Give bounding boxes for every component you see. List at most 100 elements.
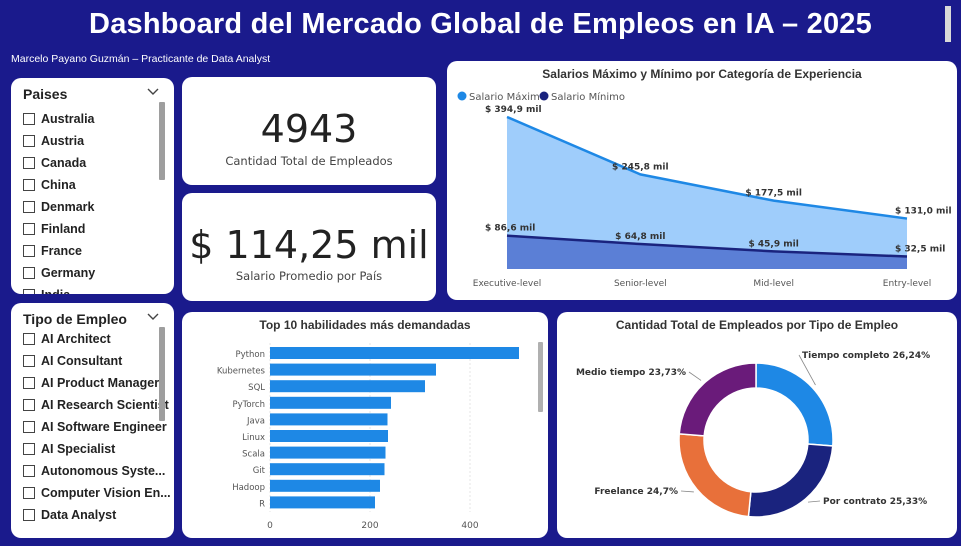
- slicer-item-label: Finland: [41, 222, 86, 236]
- max-salary-line: [506, 115, 908, 220]
- slicer-item-label: China: [41, 178, 76, 192]
- skill-bar[interactable]: [270, 496, 375, 509]
- slicer-item-label: France: [41, 244, 82, 258]
- skill-bar[interactable]: [270, 380, 425, 393]
- category-label: Kubernetes: [217, 367, 266, 377]
- checkbox[interactable]: [23, 399, 35, 411]
- author-subtitle: Marcelo Payano Guzmán – Practicante de D…: [11, 53, 271, 65]
- category-label: Python: [236, 350, 265, 360]
- donut-slice[interactable]: [747, 443, 834, 518]
- checkbox[interactable]: [23, 289, 35, 294]
- donut-slice[interactable]: [755, 362, 834, 447]
- min-salary-area: [507, 235, 907, 269]
- slicer-item[interactable]: China: [23, 174, 95, 196]
- slicer-item[interactable]: Finland: [23, 218, 95, 240]
- skill-bar[interactable]: [270, 479, 380, 492]
- chart-legend: Salario Máximo Salario Mínimo: [457, 91, 625, 103]
- checkbox[interactable]: [23, 113, 35, 125]
- checkbox[interactable]: [23, 333, 35, 345]
- category-label: Git: [253, 466, 266, 476]
- salary-area-chart: Salario Máximo Salario Mínimo $ 394,9 mil $…: [457, 91, 952, 289]
- leader-line: [688, 371, 702, 381]
- employment-scrollbar[interactable]: [159, 327, 165, 421]
- checkbox[interactable]: [23, 201, 35, 213]
- checkbox[interactable]: [23, 355, 35, 367]
- slicer-item[interactable]: AI Consultant: [23, 350, 171, 372]
- slicer-item-label: India: [41, 288, 70, 294]
- data-label: $ 245,8 mil: [612, 162, 669, 172]
- slicer-item[interactable]: Denmark: [23, 196, 95, 218]
- slicer-item-label: AI Specialist: [41, 442, 116, 456]
- salary-area-chart-card: Salarios Máximo y Mínimo por Categoría d…: [447, 61, 957, 300]
- skill-bar[interactable]: [270, 413, 388, 426]
- skills-chart-scrollbar[interactable]: [538, 342, 543, 412]
- slicer-item[interactable]: Data Analyst: [23, 504, 171, 526]
- slicer-item[interactable]: Germany: [23, 262, 95, 284]
- x-tick-label: Senior-level: [614, 279, 667, 289]
- checkbox[interactable]: [23, 135, 35, 147]
- slicer-item-label: Autonomous Syste...: [41, 464, 166, 478]
- employment-donut-card: Cantidad Total de Empleados por Tipo de …: [557, 312, 957, 538]
- donut-slice[interactable]: [678, 433, 752, 518]
- skill-bar[interactable]: [270, 430, 388, 442]
- slicer-item[interactable]: Austria: [23, 130, 95, 152]
- slicer-item-label: AI Research Scientist: [41, 398, 169, 412]
- donut-chart-title: Cantidad Total de Empleados por Tipo de …: [615, 318, 899, 332]
- slicer-item[interactable]: Canada: [23, 152, 95, 174]
- slicer-item[interactable]: AI Specialist: [23, 438, 171, 460]
- slicer-item[interactable]: AI Product Manager: [23, 372, 171, 394]
- slice-label: Freelance 24,7%: [594, 487, 678, 497]
- checkbox[interactable]: [23, 223, 35, 235]
- slicer-item[interactable]: AI Software Engineer: [23, 416, 171, 438]
- kpi-total-employees-value: 4943: [260, 107, 358, 151]
- x-tick-label: Mid-level: [753, 279, 794, 289]
- slicer-item-label: AI Software Engineer: [41, 420, 167, 434]
- slice-label: Medio tiempo 23,73%: [576, 368, 686, 378]
- checkbox[interactable]: [23, 421, 35, 433]
- chevron-down-icon[interactable]: [146, 311, 160, 323]
- checkbox[interactable]: [23, 267, 35, 279]
- checkbox[interactable]: [23, 245, 35, 257]
- category-label: Java: [246, 416, 265, 426]
- dashboard-title: Dashboard del Mercado Global de Empleos …: [89, 8, 872, 40]
- page-scrollbar[interactable]: [945, 6, 951, 42]
- checkbox[interactable]: [23, 157, 35, 169]
- skills-chart-title: Top 10 habilidades más demandadas: [259, 318, 471, 332]
- slicer-item-label: Germany: [41, 266, 96, 280]
- employment-list: AI Architect AI Consultant AI Product Mana…: [23, 328, 171, 526]
- skill-bar[interactable]: [270, 363, 436, 376]
- slicer-item[interactable]: Australia: [23, 108, 95, 130]
- countries-slicer-title: Paises: [23, 86, 68, 102]
- slicer-item[interactable]: India: [23, 284, 95, 294]
- legend-marker: [539, 91, 549, 101]
- skill-bar[interactable]: [270, 396, 391, 409]
- checkbox[interactable]: [23, 377, 35, 389]
- slicer-item[interactable]: AI Research Scientist: [23, 394, 171, 416]
- slicer-item-label: Austria: [41, 134, 85, 148]
- skill-bar[interactable]: [270, 463, 385, 476]
- checkbox[interactable]: [23, 443, 35, 455]
- data-label: $ 131,0 mil: [895, 207, 952, 217]
- skill-bar[interactable]: [270, 347, 519, 359]
- checkbox[interactable]: [23, 179, 35, 191]
- skills-bar-chart: 0 200 400 Python Kubernetes SQL PyTorch Java Lin…: [217, 343, 519, 531]
- checkbox[interactable]: [23, 487, 35, 499]
- slicer-item[interactable]: France: [23, 240, 95, 262]
- x-tick-label: Entry-level: [883, 279, 931, 289]
- slicer-item[interactable]: AI Architect: [23, 328, 171, 350]
- slicer-item-label: Australia: [41, 112, 95, 126]
- x-tick-label: 200: [361, 521, 378, 531]
- checkbox[interactable]: [23, 465, 35, 477]
- x-tick-label: 0: [267, 521, 273, 531]
- countries-scrollbar[interactable]: [159, 102, 165, 180]
- slice-label: Por contrato 25,33%: [823, 497, 927, 507]
- slicer-item[interactable]: Computer Vision En...: [23, 482, 171, 504]
- chevron-down-icon[interactable]: [146, 86, 160, 98]
- slicer-item[interactable]: Autonomous Syste...: [23, 460, 171, 482]
- skill-bar[interactable]: [270, 446, 386, 459]
- checkbox[interactable]: [23, 509, 35, 521]
- leader-line: [680, 490, 694, 493]
- slicer-item-label: Denmark: [41, 200, 95, 214]
- data-label: $ 32,5 mil: [895, 244, 945, 254]
- donut-slice[interactable]: [678, 362, 757, 437]
